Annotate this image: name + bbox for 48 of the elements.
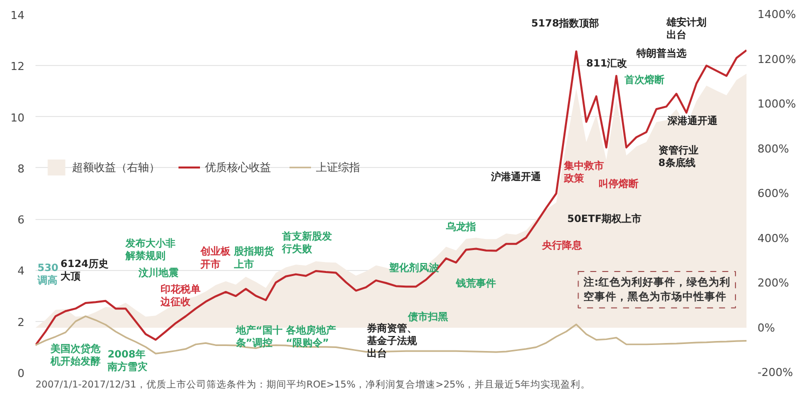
- annotation: 2008年南方雪灾: [106, 348, 148, 374]
- y2-tick-label: 200%: [758, 276, 789, 290]
- y-tick-label: 10: [10, 111, 25, 124]
- annotation: 深港通开通: [666, 114, 718, 127]
- annotation: 注:红色为利好事件，绿色为利空事件，黑色为市场中性事件: [582, 275, 730, 303]
- annotation: 券商资管、基金子法规出台: [366, 322, 418, 360]
- y2-tick-label: 600%: [758, 187, 789, 200]
- legend-label: 超额收益（右轴）: [72, 160, 160, 174]
- y-tick-label: 12: [10, 60, 25, 74]
- y-tick-label: 6: [18, 214, 24, 227]
- y-tick-label: 0: [18, 367, 24, 380]
- y-tick-label: 2: [18, 316, 24, 329]
- y2-tick-label: 1000%: [758, 98, 796, 110]
- y-tick-label: 4: [18, 264, 24, 278]
- y2-tick-label: -200%: [758, 366, 793, 379]
- annotation: 530调高: [36, 263, 58, 287]
- annotation: 首支新股发行失败: [280, 230, 332, 255]
- y2-tick-label: 1400%: [758, 8, 796, 21]
- annotation: 美国次贷危机开始发酵: [50, 342, 101, 368]
- annotation: 钱荒事件: [455, 277, 496, 290]
- annotation: 创业板开市: [200, 246, 232, 270]
- annotation: 央行降息: [541, 240, 584, 252]
- annotation: 发布大小非解禁规则: [124, 238, 176, 262]
- annotation: 地产“国十条”调控: [234, 324, 282, 350]
- annotation: 雄安计划出台: [665, 16, 706, 42]
- annotation: 特朗普当选: [635, 47, 686, 60]
- annotation: 首次熔断: [623, 74, 664, 86]
- y2-tick-label: 0%: [758, 321, 775, 334]
- annotation: 印花税单边征收: [160, 284, 201, 308]
- y2-tick-label: 800%: [758, 142, 789, 156]
- annotation: 汶川地震: [138, 267, 179, 280]
- annotation: 811汇改: [586, 57, 628, 70]
- y2-tick-label: 400%: [758, 232, 789, 245]
- annotation: 6124历史大顶: [60, 258, 108, 283]
- legend-label: 上证综指: [316, 160, 360, 174]
- legend-label: 优质核心收益: [205, 160, 271, 174]
- annotation: 50ETF期权上市: [567, 212, 642, 225]
- annotation: 资管行业8条底线: [658, 144, 698, 170]
- annotation: 5178指数顶部: [531, 18, 600, 30]
- y-tick-label: 14: [10, 9, 25, 22]
- annotation: 债市扫黑: [407, 311, 448, 324]
- annotation: 乌龙指: [445, 221, 476, 234]
- annotation: 各地房地产“限购令”: [284, 324, 336, 350]
- text: 2007/1/1-2017/12/31，优质上市公司筛选条件为：期间平均ROE>15%，净利润复合增速>25%，并且最近5年均实现盈利。: [36, 378, 591, 390]
- y2-tick-label: 1200%: [758, 52, 796, 66]
- annotation: 股指期货上市: [232, 246, 275, 270]
- annotation: 沪港通开通: [490, 171, 542, 184]
- y-tick-label: 8: [18, 162, 24, 176]
